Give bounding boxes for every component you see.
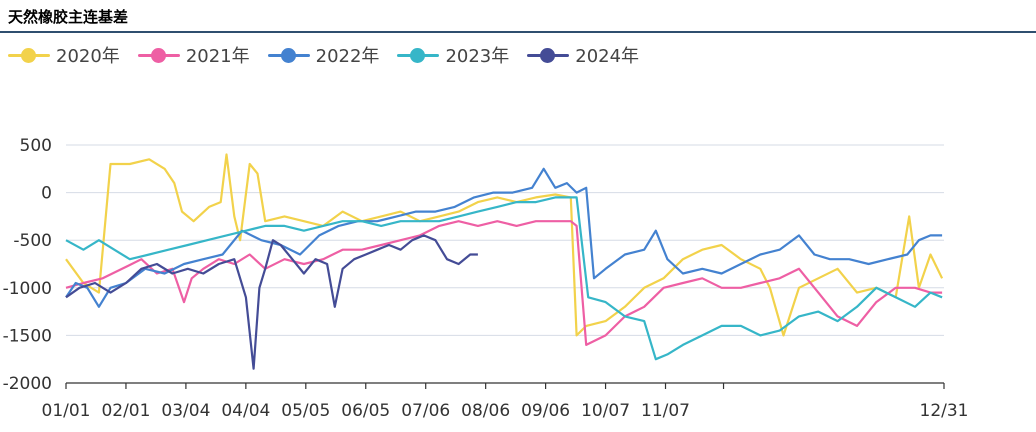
series-line-2021年 (65, 220, 943, 346)
x-tick-label: 01/01 (42, 401, 91, 421)
legend-label: 2024年 (575, 46, 640, 67)
y-tick-label: 0 (41, 184, 52, 204)
x-tick-label: 08/06 (461, 401, 510, 421)
legend-swatch-icon (267, 47, 310, 63)
legend-swatch-icon (527, 47, 570, 63)
x-tick-label: 10/07 (581, 401, 630, 421)
y-tick-label: -2000 (3, 374, 52, 394)
x-tick-label: 07/06 (401, 401, 450, 421)
legend-label: 2020年 (56, 46, 120, 67)
x-tick-label: 11/07 (641, 401, 690, 421)
x-tick-label: 04/04 (221, 401, 270, 421)
x-tick-label: 09/06 (521, 401, 570, 421)
legend-item[interactable]: 2021年 (137, 42, 250, 68)
y-tick-label: 500 (20, 136, 52, 156)
y-tick-label: -1500 (3, 326, 52, 346)
legend-label: 2023年 (445, 46, 510, 67)
chart-title: 天然橡胶主连基差 (8, 8, 129, 26)
x-tick-label: 03/04 (161, 401, 210, 421)
x-tick-label: 12/31 (920, 401, 969, 421)
title-bar: 天然橡胶主连基差 (0, 0, 1036, 33)
series-line-2024年 (65, 234, 478, 370)
legend-item[interactable]: 2020年 (8, 42, 120, 68)
series-line-2020年 (65, 153, 944, 337)
series-line-2023年 (65, 196, 943, 361)
x-tick-label: 02/01 (101, 401, 150, 421)
legend-label: 2022年 (315, 46, 380, 67)
x-tick-label: 05/05 (281, 401, 330, 421)
legend-label: 2021年 (185, 46, 250, 67)
x-tick-label: 06/05 (341, 401, 390, 421)
legend-swatch-icon (137, 47, 180, 63)
series-line-2022年 (65, 167, 943, 308)
legend-swatch-icon (397, 47, 440, 63)
y-tick-label: -1000 (3, 279, 52, 299)
legend: 2020年 2021年 2022年 2023年 2024年 (8, 42, 657, 68)
y-tick-label: -500 (13, 231, 52, 251)
legend-item[interactable]: 2024年 (527, 42, 639, 68)
legend-item[interactable]: 2023年 (397, 42, 509, 68)
legend-item[interactable]: 2022年 (267, 42, 380, 68)
legend-swatch-icon (8, 47, 50, 63)
